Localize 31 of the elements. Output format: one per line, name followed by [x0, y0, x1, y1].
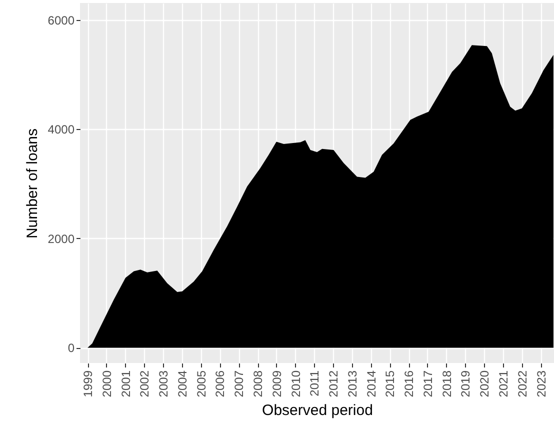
y-axis-title: Number of loans — [24, 128, 41, 239]
x-tick-label: 2022 — [515, 370, 530, 398]
x-tick-label: 2000 — [100, 370, 114, 398]
x-tick-label: 2008 — [251, 370, 266, 398]
x-tick-label: 1999 — [81, 370, 96, 398]
x-tick-label: 2006 — [213, 370, 228, 398]
x-tick-label: 2003 — [156, 370, 171, 398]
x-tick-label: 2021 — [496, 370, 511, 398]
x-tick-label: 2012 — [326, 370, 341, 398]
x-tick-label: 2019 — [458, 370, 473, 398]
x-tick-label: 2001 — [118, 370, 133, 398]
y-tick-label: 4000 — [48, 122, 75, 137]
x-tick-label: 2015 — [383, 370, 398, 398]
x-tick-label: 2005 — [194, 370, 208, 398]
x-tick-label: 2018 — [440, 370, 454, 398]
x-tick-label: 2023 — [534, 370, 548, 398]
x-tick-label: 2020 — [478, 370, 492, 398]
y-tick-label: 6000 — [48, 13, 75, 28]
x-tick-label: 2017 — [420, 370, 435, 398]
x-tick-label: 2013 — [345, 370, 360, 398]
x-tick-label: 2010 — [288, 370, 303, 398]
x-tick-label: 2009 — [270, 370, 284, 398]
x-tick-label: 2007 — [232, 370, 246, 398]
x-axis-title: Observed period — [262, 402, 373, 420]
x-tick-label: 2016 — [402, 370, 416, 398]
x-tick-label: 2011 — [308, 370, 322, 396]
x-tick-label: 2014 — [364, 370, 378, 398]
x-tick-label: 2002 — [138, 370, 152, 398]
y-tick-label: 2000 — [48, 232, 75, 246]
x-tick-label: 2004 — [175, 370, 190, 398]
y-tick-label: 0 — [68, 341, 75, 356]
